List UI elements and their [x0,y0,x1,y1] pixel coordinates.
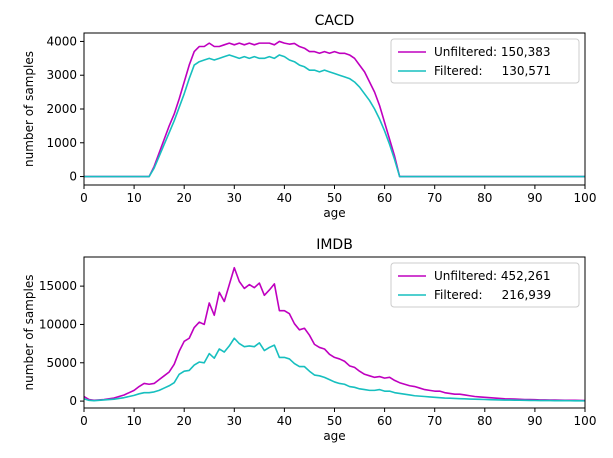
legend-label: Unfiltered: 150,383 [434,45,551,59]
y-axis-label: number of samples [22,275,36,391]
x-tick-label: 50 [327,191,342,205]
series-group [83,266,586,402]
x-axis-label: age [323,206,345,220]
x-tick-label: 40 [277,191,292,205]
x-tick-label: 80 [477,414,492,428]
x-tick-label: 20 [177,191,192,205]
legend-label: Filtered: 130,571 [434,64,551,78]
x-tick-label: 10 [126,414,141,428]
legend-label: Filtered: 216,939 [434,288,551,302]
x-tick-label: 70 [427,191,442,205]
imdb-chart: IMDB age number of samples 0 10 20 30 40 50 60… [22,237,596,443]
series-line-filtered [83,337,586,402]
y-tick-label: 4000 [46,34,77,48]
legend-label: Unfiltered: 452,261 [434,269,551,283]
y-tick-label: 2000 [46,102,77,116]
chart-title: CACD [315,13,355,29]
legend: Unfiltered: 452,261 Filtered: 216,939 [390,262,580,308]
x-tick-label: 70 [427,414,442,428]
y-tick-label: 3000 [46,68,77,82]
series-line-unfiltered [84,40,585,178]
x-tick-label: 30 [227,191,242,205]
y-axis-label: number of samples [22,51,36,167]
legend-box [390,262,580,308]
y-tick-label: 0 [69,170,77,184]
cacd-chart: CACD age number of samples 0 10 20 30 40 50 60… [22,13,596,220]
series-group [84,40,585,178]
chart-title: IMDB [316,237,353,253]
series-line-unfiltered [83,266,586,402]
series-line-filtered [84,54,585,178]
x-tick-label: 90 [527,191,542,205]
y-tick-label: 10000 [39,317,77,331]
x-tick-label: 0 [80,191,88,205]
x-tick-label: 20 [177,414,192,428]
y-tick-label: 1000 [46,136,77,150]
y-tick-label: 5000 [46,356,77,370]
legend: Unfiltered: 150,383 Filtered: 130,571 [390,38,580,84]
x-tick-label: 10 [126,191,141,205]
x-tick-label: 30 [227,414,242,428]
x-tick-label: 40 [277,414,292,428]
x-tick-label: 100 [574,191,597,205]
y-tick-label: 0 [69,394,77,408]
x-tick-label: 60 [377,414,392,428]
x-tick-label: 60 [377,191,392,205]
legend-box [390,38,580,84]
x-tick-label: 90 [527,414,542,428]
x-tick-label: 0 [80,414,88,428]
x-tick-label: 100 [574,414,597,428]
x-tick-label: 50 [327,414,342,428]
x-axis-label: age [323,429,345,443]
y-tick-label: 15000 [39,279,77,293]
x-tick-label: 80 [477,191,492,205]
